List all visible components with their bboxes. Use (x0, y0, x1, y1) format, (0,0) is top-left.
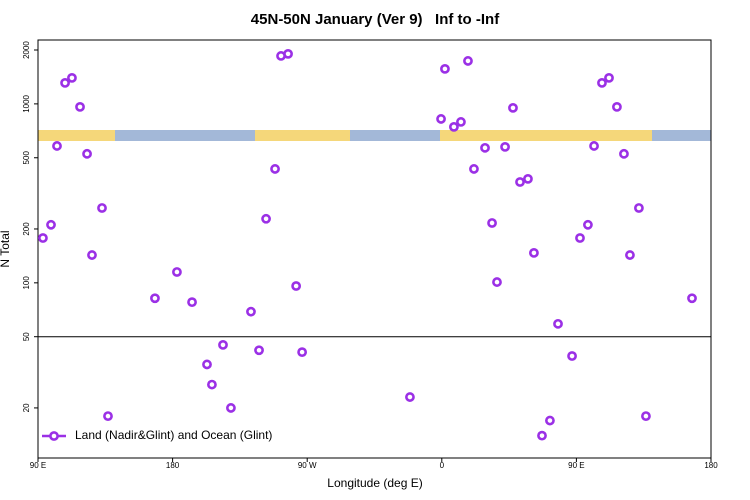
point (487, 218, 497, 228)
point (687, 293, 697, 304)
point (589, 141, 599, 151)
point (480, 142, 490, 153)
point (619, 148, 629, 159)
point (150, 293, 160, 304)
map-strip (38, 130, 711, 141)
point (583, 219, 593, 230)
point (537, 430, 547, 441)
y-tick-label: 50 (22, 332, 31, 341)
point (463, 56, 473, 66)
y-tick-label: 500 (22, 151, 31, 165)
x-tick-label: 180 (704, 461, 718, 470)
x-axis-label: Longitude (deg E) (327, 476, 422, 490)
point (207, 379, 217, 390)
point (612, 101, 622, 112)
point (597, 77, 607, 88)
point (604, 72, 614, 83)
point (187, 297, 197, 308)
x-tick-label: 90 E (30, 461, 46, 470)
point (508, 102, 518, 113)
point (270, 164, 280, 174)
point (246, 306, 256, 317)
point (575, 233, 585, 243)
point (52, 141, 62, 151)
legend-label: Land (Nadir&Glint) and Ocean (Glint) (75, 428, 272, 442)
x-tick-label: 0 (440, 461, 445, 470)
y-axis-label: N Total (0, 230, 12, 267)
x-tick-label: 180 (166, 461, 180, 470)
point (515, 177, 525, 187)
y-tick-label: 20 (22, 403, 31, 412)
point (82, 148, 92, 159)
point (60, 77, 70, 88)
point (449, 121, 459, 132)
point (634, 203, 644, 213)
point (567, 351, 577, 361)
point (625, 250, 635, 260)
point (641, 411, 651, 422)
point (500, 141, 510, 152)
x-tick-label: 90 E (568, 461, 584, 470)
point (97, 203, 107, 213)
plot-frame (37, 39, 712, 459)
point (261, 213, 271, 224)
point (545, 415, 555, 426)
chart-title: 45N-50N January (Ver 9) Inf to -Inf (251, 11, 500, 28)
x-tick-label: 90 W (298, 461, 317, 470)
point (405, 392, 415, 402)
point (87, 250, 97, 260)
point (172, 267, 182, 277)
point (297, 347, 308, 358)
point (254, 345, 264, 356)
point (553, 318, 563, 329)
point (75, 101, 85, 112)
y-tick-label: 200 (22, 222, 31, 236)
point (291, 281, 302, 291)
y-tick-label: 1000 (22, 94, 31, 112)
y-tick-label: 100 (22, 276, 31, 290)
point (202, 359, 212, 370)
point (67, 72, 77, 83)
point (103, 411, 113, 422)
point (529, 247, 539, 258)
point (46, 219, 56, 230)
point (38, 233, 48, 243)
point (436, 114, 446, 124)
point (492, 277, 502, 287)
point (523, 173, 533, 184)
point (283, 48, 293, 59)
point (469, 164, 479, 174)
y-tick-label: 2000 (22, 41, 31, 59)
point (218, 339, 228, 350)
point (226, 403, 236, 413)
point (440, 63, 450, 74)
legend-marker (49, 431, 59, 441)
point (456, 117, 466, 127)
